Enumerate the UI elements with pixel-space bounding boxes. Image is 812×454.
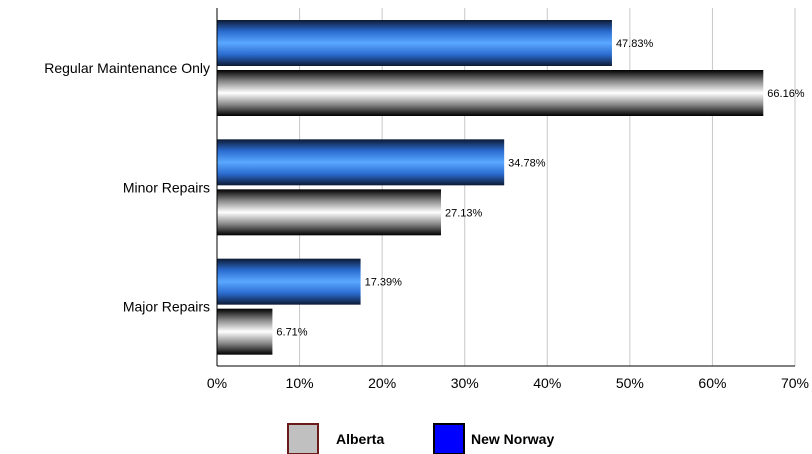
bar-alberta <box>217 189 442 236</box>
data-label: 6.71% <box>276 327 307 339</box>
legend-swatch-alberta <box>287 423 319 454</box>
x-tick-label: 50% <box>616 375 644 391</box>
legend-swatch-new-norway <box>433 423 465 454</box>
bar-new-norway <box>217 258 361 305</box>
x-tick-label: 40% <box>533 375 561 391</box>
x-tick-labels: 0% 10% 20% 30% 40% 50% 60% 70% <box>207 375 809 391</box>
data-label: 66.16% <box>767 88 805 100</box>
bar-alberta <box>217 308 273 355</box>
data-label: 34.78% <box>508 157 546 169</box>
axes <box>216 8 795 367</box>
bar-alberta <box>217 70 764 116</box>
data-label: 17.39% <box>365 277 403 289</box>
x-tick-label: 0% <box>207 375 227 391</box>
x-tick-label: 70% <box>781 375 809 391</box>
bar-new-norway <box>217 20 612 66</box>
x-tick-label: 20% <box>368 375 396 391</box>
data-label: 27.13% <box>445 207 483 219</box>
category-label: Minor Repairs <box>123 179 210 195</box>
category-label: Major Repairs <box>123 299 210 315</box>
legend-label-alberta: Alberta <box>336 431 384 447</box>
category-label: Regular Maintenance Only <box>44 60 210 76</box>
data-labels: 47.83% 66.16% 34.78% 27.13% 17.39% 6.71% <box>276 38 804 339</box>
x-tick-label: 10% <box>286 375 314 391</box>
bar-new-norway <box>217 139 505 186</box>
data-label: 47.83% <box>616 38 654 50</box>
x-tick-label: 60% <box>698 375 726 391</box>
gridlines <box>299 8 796 366</box>
category-labels: Regular Maintenance Only Minor Repairs Maj… <box>44 60 210 315</box>
legend-label-new-norway: New Norway <box>471 431 554 447</box>
bars <box>217 20 764 355</box>
legend: Alberta New Norway <box>287 423 554 454</box>
x-tick-label: 30% <box>451 375 479 391</box>
